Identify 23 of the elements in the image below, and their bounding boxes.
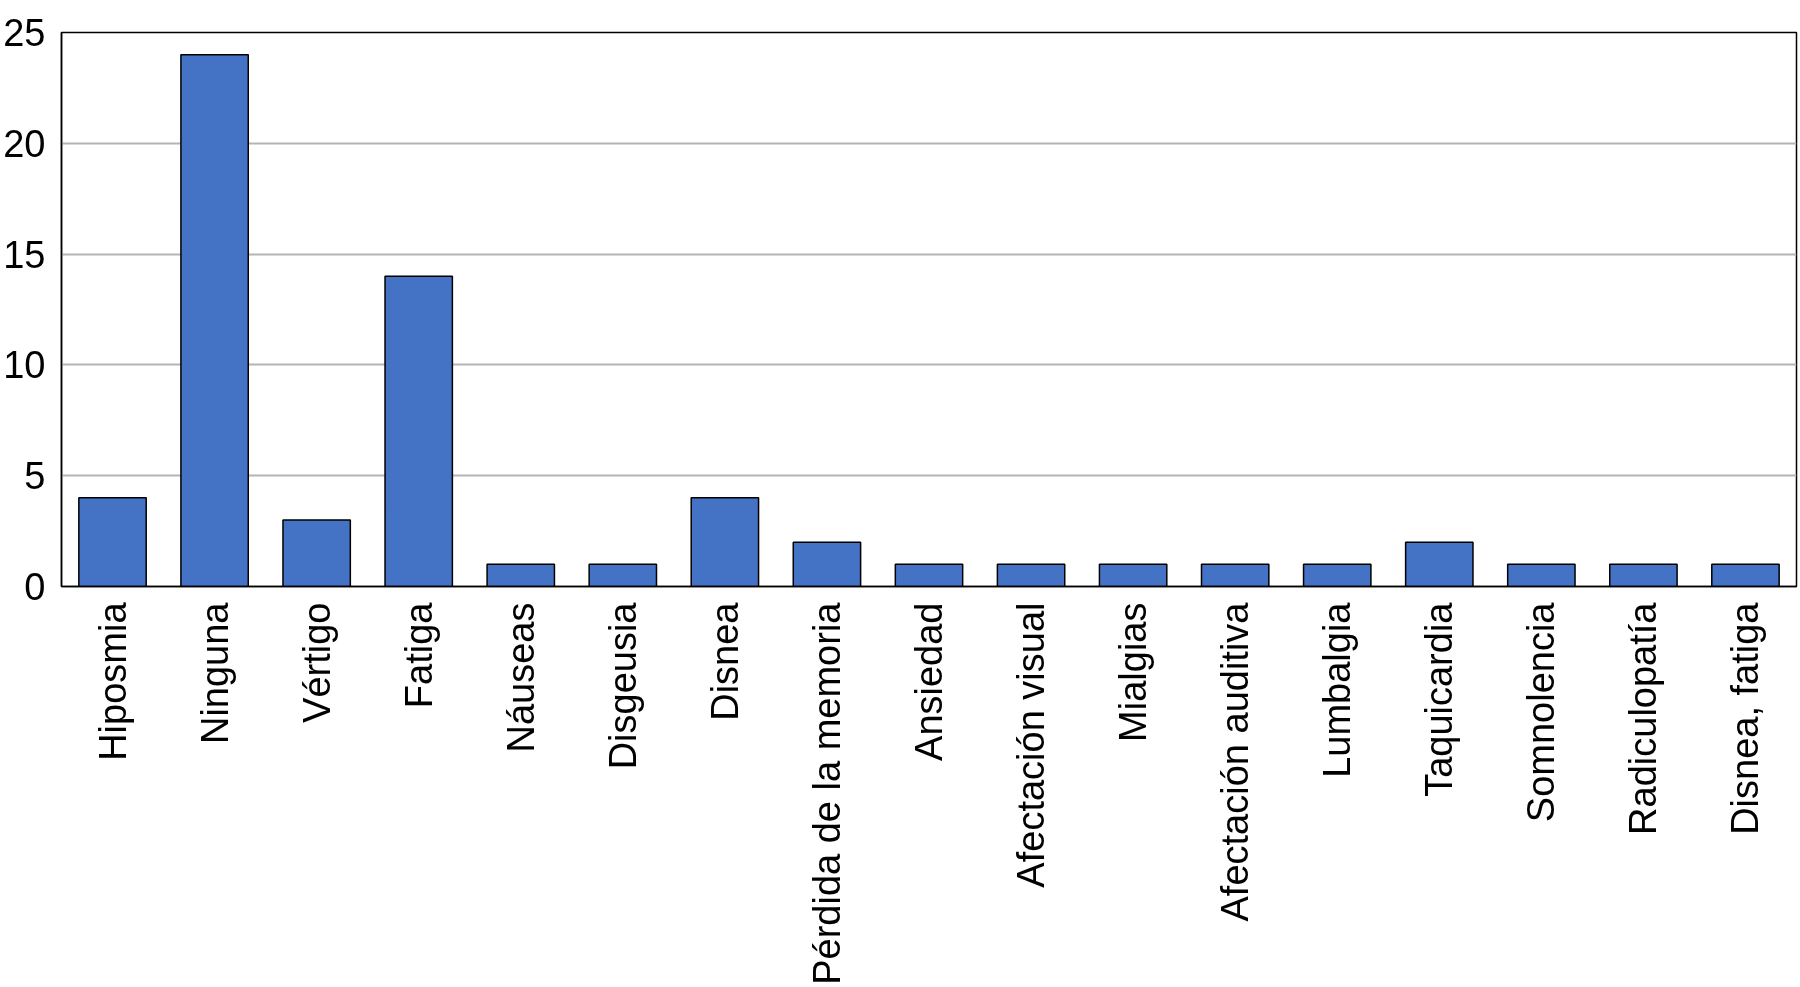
x-tick-label: Disgeusia	[601, 601, 644, 770]
x-tick-label: Afectación visual	[1010, 602, 1053, 888]
y-tick-label: 15	[3, 233, 46, 276]
x-tick-label: Náuseas	[499, 602, 542, 753]
x-tick-label: Disnea	[703, 601, 746, 721]
x-tick-label: Disnea, fatiga	[1724, 601, 1767, 835]
y-tick-label: 20	[3, 122, 46, 165]
x-tick-label: Hiposmia	[91, 601, 134, 761]
x-tick-label: Fatiga	[397, 601, 440, 709]
x-tick-label: Afectación auditiva	[1214, 601, 1257, 922]
y-tick-label: 25	[3, 12, 46, 54]
x-tick-label: Ninguna	[193, 601, 236, 745]
y-tick-label: 10	[3, 344, 46, 387]
x-tick-label: Vértigo	[295, 602, 338, 723]
x-tick-label: Lumbalgia	[1316, 601, 1359, 778]
x-tick-label: Taquicardia	[1418, 601, 1461, 797]
x-tick-label: Pérdida de la memoria	[805, 601, 848, 985]
x-tick-label: Somnolencia	[1520, 601, 1563, 823]
x-tick-label: Mialgias	[1112, 602, 1155, 742]
x-tick-label: Radiculopatía	[1622, 601, 1665, 835]
y-tick-label: 0	[24, 566, 46, 608]
y-tick-label: 5	[24, 455, 46, 498]
x-tick-label: Ansiedad	[908, 602, 950, 761]
